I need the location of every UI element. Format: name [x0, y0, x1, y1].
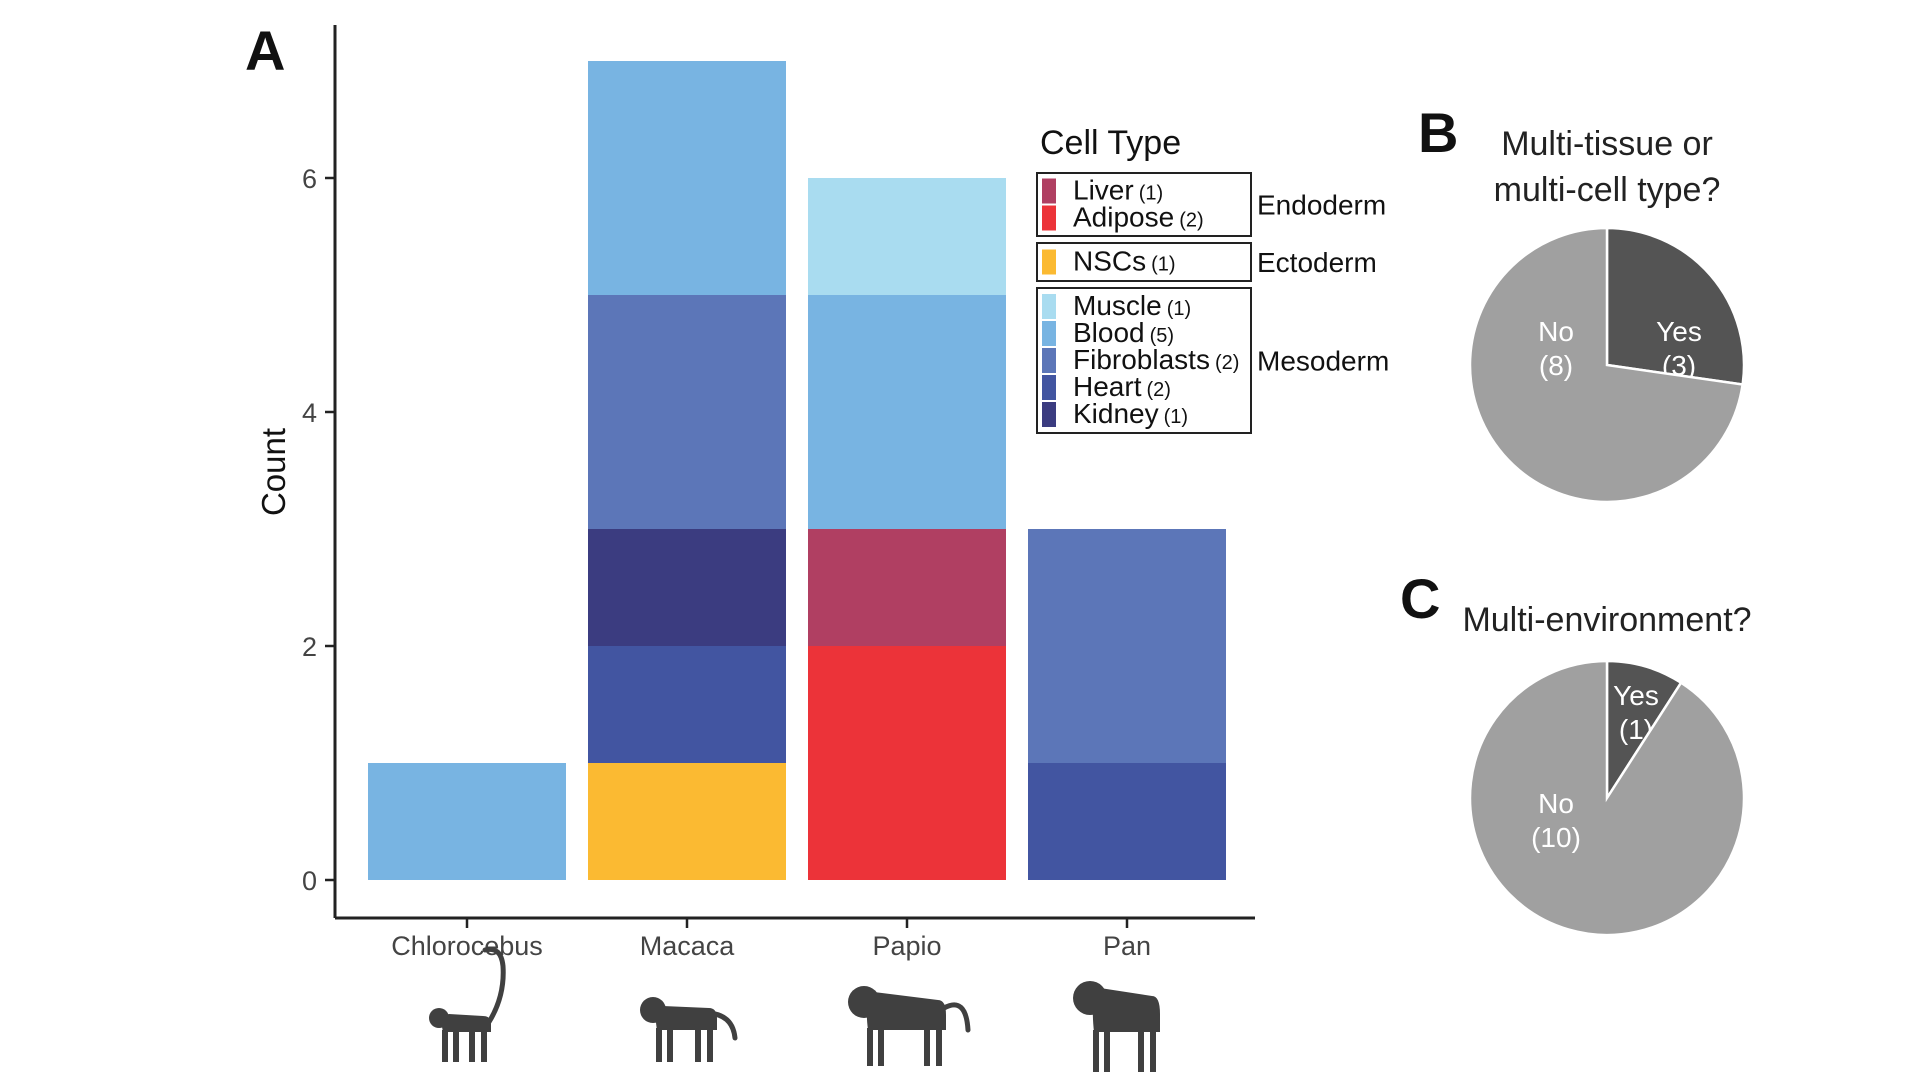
- legend-count-muscle: (1): [1167, 298, 1191, 320]
- legend-label-nscs: NSCs: [1073, 246, 1146, 277]
- chimpanzee-icon: [1073, 981, 1160, 1072]
- bar-segment-muscle-papio: [808, 178, 1006, 295]
- legend-label-fibroblasts: Fibroblasts: [1073, 344, 1210, 375]
- stacked-bar-chart: 0 2 4 6 Count Chlorocebus Macaca Papio Pan: [255, 25, 1255, 961]
- bar-segment-nscs-macaca: [588, 763, 786, 880]
- legend-swatch-kidney: [1042, 402, 1056, 427]
- legend-group-box: [1036, 172, 1252, 237]
- legend-count-nscs: (1): [1151, 254, 1175, 276]
- pie-slice-label-no: No: [1538, 316, 1574, 347]
- pie-slice-label-yes: Yes: [1613, 680, 1659, 711]
- y-tick-label: 2: [302, 632, 317, 662]
- legend-count-fibroblasts: (2): [1215, 352, 1239, 374]
- species-icons: [429, 946, 1160, 1072]
- legend-title: Cell Type: [1040, 124, 1181, 162]
- pie-chart-multi-environment: Multi-environment?Yes(1)No(10): [1462, 601, 1752, 937]
- y-tick-label: 4: [302, 398, 317, 428]
- panel-label-a: A: [245, 19, 285, 82]
- bar-segment-adipose-papio: [808, 646, 1006, 880]
- y-axis-title: Count: [255, 428, 292, 516]
- legend-count-heart: (2): [1146, 379, 1170, 401]
- legend-label-muscle: Muscle: [1073, 290, 1162, 321]
- pie-title-line: multi-cell type?: [1494, 171, 1721, 209]
- x-tick-label: Papio: [872, 931, 941, 961]
- legend-swatch-blood: [1042, 321, 1056, 346]
- legend-group-box: [1036, 287, 1252, 434]
- bar-segment-liver-papio: [808, 529, 1006, 646]
- monkey-icon: [429, 946, 506, 1062]
- pie-slice-value-no: (8): [1539, 350, 1573, 381]
- y-tick-label: 6: [302, 164, 317, 194]
- pie-slice-yes: [1605, 226, 1746, 386]
- bar-segment-blood-chlorocebus: [368, 763, 566, 880]
- legend-swatch-fibroblasts: [1042, 348, 1056, 373]
- legend-label-kidney: Kidney: [1073, 398, 1159, 429]
- legend-group-box: [1036, 242, 1252, 282]
- panel-label-c: C: [1400, 567, 1440, 630]
- legend-swatch-nscs: [1042, 249, 1056, 275]
- bar-segment-fibroblasts-pan: [1028, 529, 1226, 763]
- baboon-icon: [848, 986, 971, 1066]
- legend-group-label-endoderm: Endoderm: [1257, 190, 1386, 221]
- bar-segment-fibroblasts-macaca: [588, 295, 786, 529]
- legend-group-label-ectoderm: Ectoderm: [1257, 247, 1377, 278]
- x-tick-label: Pan: [1103, 931, 1151, 961]
- legend-count-kidney: (1): [1164, 406, 1188, 428]
- legend-count-adipose: (2): [1179, 210, 1203, 232]
- legend-swatch-heart: [1042, 375, 1056, 400]
- bar-segment-blood-macaca: [588, 61, 786, 295]
- legend-label-adipose: Adipose: [1073, 202, 1174, 233]
- legend-label-heart: Heart: [1073, 371, 1142, 402]
- bar-segment-kidney-macaca: [588, 529, 786, 646]
- x-tick-label: Macaca: [640, 931, 736, 961]
- pie-title-line: Multi-environment?: [1462, 601, 1751, 639]
- legend-swatch-liver: [1042, 178, 1056, 204]
- bar-segment-heart-macaca: [588, 646, 786, 763]
- legend-label-blood: Blood: [1073, 317, 1145, 348]
- y-tick-label: 0: [302, 866, 317, 896]
- pie-slice-yes: [1605, 659, 1683, 803]
- pie-slice-no: [1468, 659, 1746, 937]
- legend-count-blood: (5): [1150, 325, 1174, 347]
- pie-slice-label-yes: Yes: [1656, 316, 1702, 347]
- legend-swatch-adipose: [1042, 205, 1056, 231]
- pie-slice-label-no: No: [1538, 788, 1574, 819]
- bar-segment-blood-papio: [808, 295, 1006, 529]
- legend-group-label-mesoderm: Mesoderm: [1257, 346, 1389, 377]
- legend-swatch-muscle: [1042, 294, 1056, 319]
- legend-count-liver: (1): [1139, 183, 1163, 205]
- pie-title-line: Multi-tissue or: [1501, 125, 1713, 163]
- panel-label-b: B: [1418, 101, 1458, 164]
- macaque-icon: [640, 997, 738, 1062]
- pie-slice-no: [1468, 226, 1745, 504]
- legend-label-liver: Liver: [1073, 175, 1134, 206]
- x-tick-label: Chlorocebus: [391, 931, 543, 961]
- bar-segment-heart-pan: [1028, 763, 1226, 880]
- pie-slice-value-no: (10): [1531, 822, 1581, 853]
